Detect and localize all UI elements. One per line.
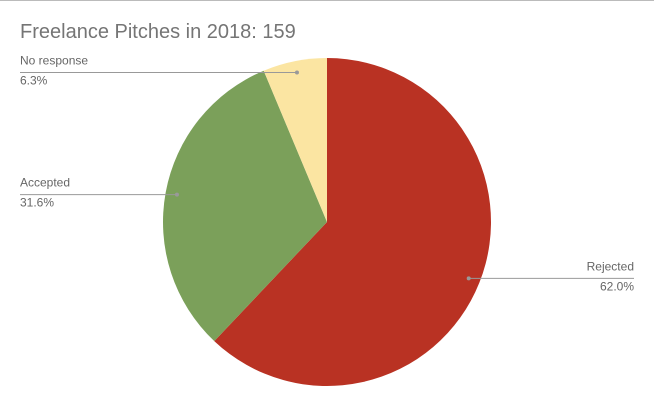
slice-value-label: 62.0% [600,279,634,293]
slice-label: Rejected [587,259,634,273]
chart-title: Freelance Pitches in 2018: 159 [20,21,296,43]
slice-label: Accepted [20,176,70,190]
leader-dot [466,276,471,281]
pie-slice [263,58,327,222]
leader-dot [174,192,179,197]
pie-slice [163,70,327,342]
slice-label: No response [20,53,88,67]
slice-value-label: 31.6% [20,196,54,210]
leader-dot [294,70,299,75]
slice-value-label: 6.3% [20,73,48,87]
pie-slice [214,58,491,387]
